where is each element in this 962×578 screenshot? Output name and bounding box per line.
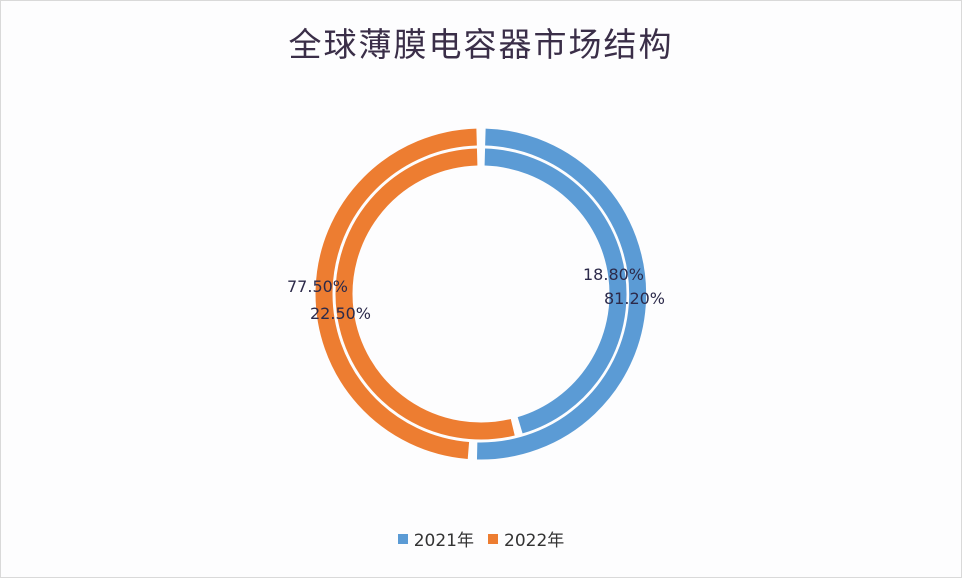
outer-ring-orange-segment[interactable] xyxy=(315,128,477,459)
data-label-left-bottom: 22.50% xyxy=(310,304,372,323)
legend-item-2022[interactable]: 2022年 xyxy=(488,526,564,551)
inner-ring-orange-segment[interactable] xyxy=(335,148,515,440)
legend-swatch-orange-icon xyxy=(488,533,498,544)
legend-label-2022: 2022年 xyxy=(504,531,565,551)
outer-ring-blue-segment[interactable] xyxy=(476,128,647,460)
data-label-right-bottom: 81.20% xyxy=(604,289,666,308)
chart-title: 全球薄膜电容器市场结构 xyxy=(288,25,674,64)
legend-swatch-blue-icon xyxy=(397,533,408,544)
chart-legend: 2021年 2022年 xyxy=(0,526,962,551)
legend-item-2021[interactable]: 2021年 xyxy=(397,526,474,551)
inner-ring-blue-segment[interactable] xyxy=(484,148,627,434)
data-label-left-top: 77.50% xyxy=(287,277,349,296)
data-label-right-top: 18.80% xyxy=(583,265,645,284)
legend-label-2021: 2021年 xyxy=(413,531,474,551)
